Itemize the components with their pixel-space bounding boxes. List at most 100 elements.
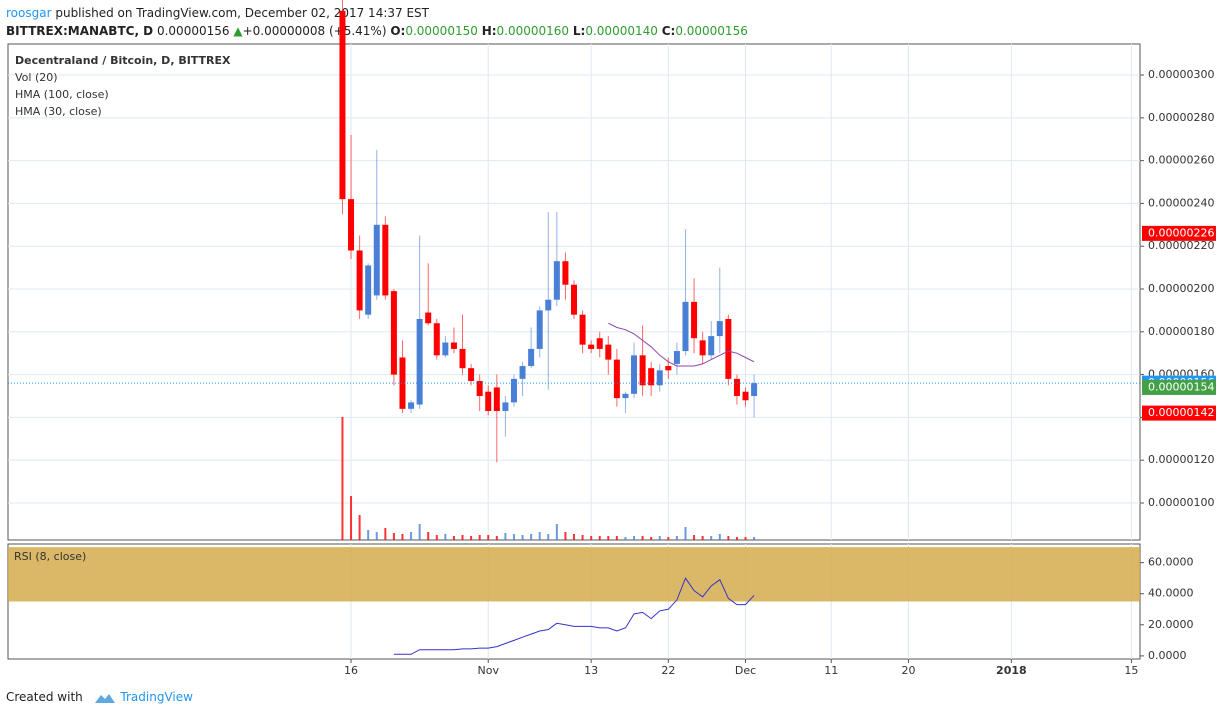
candle-body (519, 366, 526, 379)
brand[interactable]: TradingView (120, 690, 193, 704)
candle-body (699, 340, 706, 356)
y-tick-label: 0.00000300 (1148, 68, 1214, 81)
candle-body (442, 342, 449, 356)
y-tick-label: 0.00000200 (1148, 282, 1214, 295)
published: published on TradingView.com, December 0… (55, 6, 429, 20)
candle-body (416, 318, 423, 405)
x-tick-label: 15 (1124, 664, 1138, 677)
volume-bar (547, 534, 550, 540)
o: 0.00000150 (405, 24, 478, 38)
candle-body (365, 265, 372, 315)
price-tag (1142, 225, 1216, 241)
price-tag-label: 0.00000226 (1148, 226, 1214, 239)
last: 0.00000156 (156, 24, 230, 38)
h-label: H: (481, 24, 497, 38)
volume-bar (470, 536, 473, 540)
volume-bar (521, 535, 524, 540)
candle-body (408, 402, 415, 409)
candle-body (545, 299, 552, 311)
volume-bar (718, 534, 721, 540)
x-tick-label: 2018 (996, 664, 1027, 677)
volume-bar (538, 532, 541, 540)
rsi-tick-label: 20.0000 (1148, 618, 1194, 631)
candle-body (605, 344, 612, 360)
volume-bar (555, 524, 558, 540)
price-tag-label: 0.00000154 (1148, 380, 1214, 393)
volume-bar (461, 535, 464, 540)
volume-bar (435, 535, 438, 540)
candle-body (356, 250, 363, 311)
candle-body (553, 261, 560, 300)
user-link[interactable]: roosgar (6, 6, 52, 20)
hma-line (608, 322, 755, 367)
y-tick-label: 0.00000100 (1148, 496, 1214, 509)
symbol: BITTREX:MANABTC, D (6, 24, 154, 38)
candle-body (382, 224, 389, 296)
candle-body (588, 344, 595, 349)
volume-bar (350, 496, 353, 540)
rsi-tick-label: 60.0000 (1148, 556, 1194, 569)
rsi-tick-label: 40.0000 (1148, 587, 1194, 600)
volume-bar (735, 537, 738, 540)
volume-bar (504, 533, 507, 540)
price-tag (1142, 379, 1216, 395)
volume-bar (384, 528, 387, 540)
legend-entry: HMA (30, close) (15, 105, 102, 118)
candle-body (493, 387, 500, 411)
volume-bar (701, 536, 704, 540)
volume-bar (401, 534, 404, 540)
volume-bar (375, 532, 378, 540)
candle-body (502, 402, 509, 411)
candle-body (665, 366, 672, 371)
price-tag (1142, 405, 1216, 421)
x-tick-label: 20 (901, 664, 915, 677)
publish-line: roosgar published on TradingView.com, De… (6, 4, 748, 22)
price-tag-label: 0.00000142 (1148, 406, 1214, 419)
candle-body (433, 323, 440, 356)
candle-body (425, 312, 432, 324)
quote-line: BITTREX:MANABTC, D 0.00000156 ▲+0.000000… (6, 22, 748, 40)
volume-bar (427, 532, 430, 540)
c-label: C: (661, 24, 676, 38)
candle-body (656, 370, 663, 386)
volume-bar (693, 535, 696, 540)
volume-bar (641, 536, 644, 540)
rsi-band (8, 547, 1140, 602)
volume-bar (452, 536, 455, 540)
footer: Created with TradingView (6, 690, 193, 705)
volume-bar (658, 536, 661, 540)
candle-body (450, 342, 457, 349)
y-tick-label: 0.00000240 (1148, 196, 1214, 209)
h: 0.00000160 (496, 24, 570, 38)
volume-bar (727, 536, 730, 540)
y-tick-label: 0.00000260 (1148, 154, 1214, 167)
volume-bar (478, 535, 481, 540)
candle-body (691, 301, 698, 339)
volume-bar (710, 536, 713, 540)
y-tick-label: 0.00000220 (1148, 239, 1214, 252)
volume-bar (530, 534, 533, 540)
created: Created with (6, 690, 83, 704)
candle-body (528, 348, 535, 367)
candle-body (613, 359, 620, 399)
volume-bar (615, 536, 618, 540)
volume-bar (667, 537, 670, 540)
candle-body (673, 351, 680, 364)
candle-body (742, 391, 749, 401)
candle-body (622, 393, 629, 399)
candle-body (639, 355, 646, 386)
volume-bar (358, 515, 361, 540)
volume-bar (512, 534, 515, 540)
legend-entry: Decentraland / Bitcoin, D, BITTREX (15, 54, 231, 67)
c: 0.00000156 (675, 24, 748, 38)
volume-bar (341, 417, 344, 540)
legend-entry: HMA (100, close) (15, 88, 109, 101)
candle-body (682, 301, 689, 352)
rsi-tick-label: 0.0000 (1148, 649, 1187, 662)
volume-bar (675, 536, 678, 540)
volume-bar (444, 534, 447, 540)
candle-body (390, 291, 397, 375)
volume-bar (607, 536, 610, 540)
candle-body (562, 261, 569, 285)
